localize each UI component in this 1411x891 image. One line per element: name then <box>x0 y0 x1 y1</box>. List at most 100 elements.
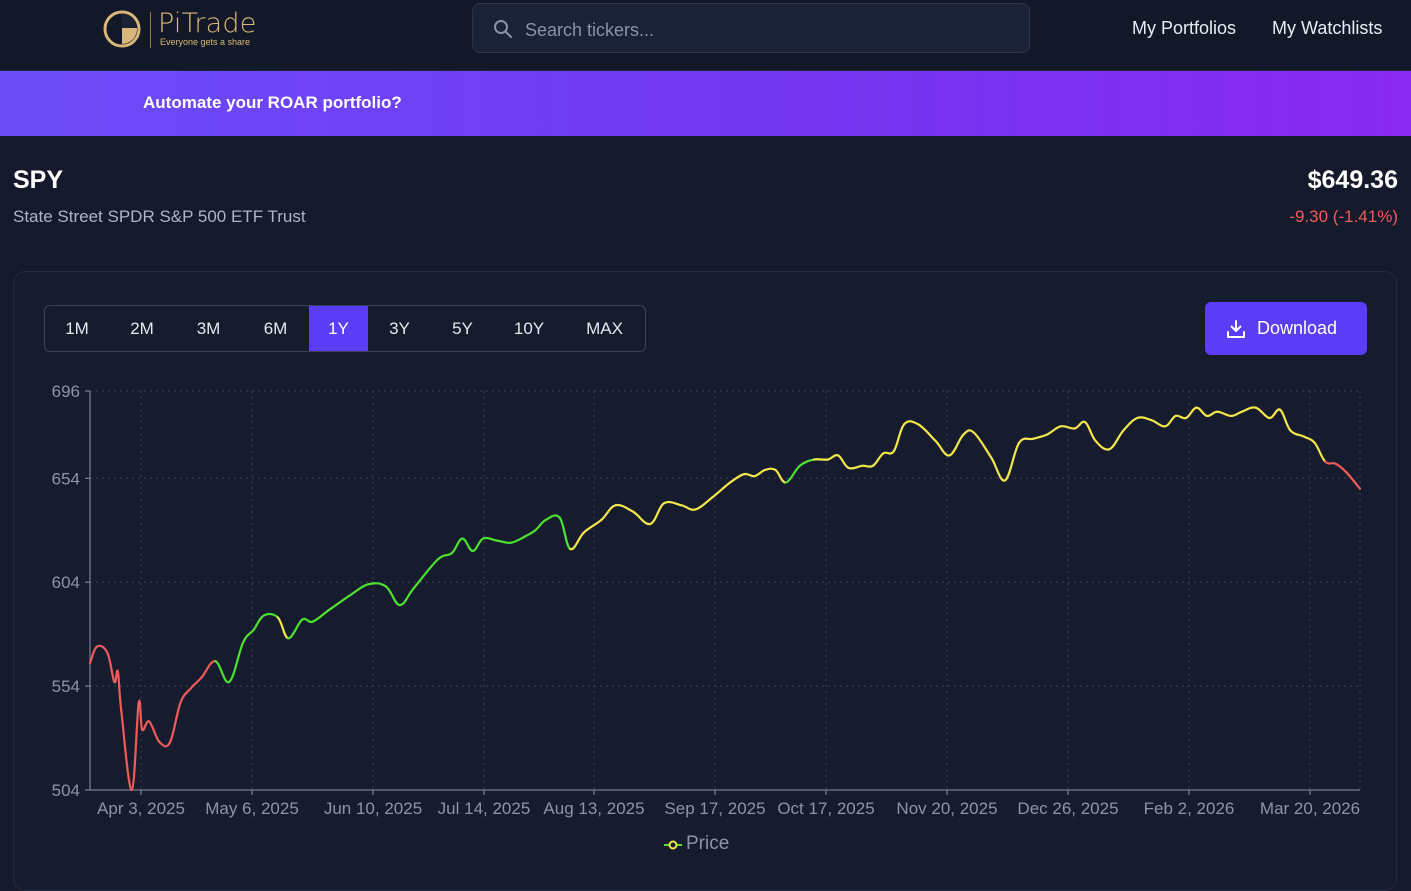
range-5y[interactable]: 5Y <box>452 319 473 338</box>
price-line-segment <box>743 472 756 478</box>
price-line-segment <box>582 518 603 534</box>
price-line-segment <box>301 617 314 624</box>
price-line-segment <box>1073 420 1087 430</box>
price-line-segment <box>631 510 652 526</box>
logo-tagline: Everyone gets a share <box>160 37 251 47</box>
price-line-segment <box>1174 414 1188 420</box>
price-line-segment <box>120 709 133 792</box>
legend-label: Price <box>686 833 730 854</box>
price-line-segment <box>168 701 182 744</box>
price-line-segment <box>1084 421 1097 442</box>
download-label: Download <box>1257 318 1338 338</box>
range-selector: 1M 2M 3M 6M 1Y 3Y 5Y 10Y MAX <box>44 305 646 352</box>
price-line-segment <box>812 458 829 461</box>
price-line-segment <box>934 439 951 457</box>
download-button[interactable]: Download <box>1205 302 1367 355</box>
price-line-segment <box>917 423 937 442</box>
price-line-segment <box>1122 416 1139 432</box>
y-tick-label: 696 <box>52 382 80 401</box>
price-line-segment <box>663 500 683 507</box>
price-line-segment <box>1059 425 1076 430</box>
range-2m[interactable]: 2M <box>130 319 154 338</box>
y-tick-label: 554 <box>52 677 80 696</box>
nav-my-watchlists[interactable]: My Watchlists <box>1272 18 1383 38</box>
price-line-segment <box>1303 435 1316 445</box>
x-axis-labels: Apr 3, 2025 May 6, 2025 Jun 10, 2025 Jul 14… <box>97 799 1360 818</box>
nav-my-portfolios[interactable]: My Portfolios <box>1132 18 1237 38</box>
range-max[interactable]: MAX <box>586 319 623 338</box>
x-tick-label: Jun 10, 2025 <box>324 799 422 818</box>
price-line-segment <box>214 660 231 684</box>
price-line-segment <box>1164 414 1177 428</box>
price-line-segment <box>328 593 353 611</box>
price-line-segment <box>95 644 109 654</box>
price-line-segment <box>1216 410 1233 418</box>
price-line-segment <box>753 468 767 478</box>
price-line-segment <box>962 429 975 436</box>
x-tick-label: Mar 20, 2026 <box>1260 799 1360 818</box>
price-line-segment <box>398 587 415 607</box>
price-change: -9.30 (-1.41%) <box>1289 207 1398 226</box>
banner-link[interactable]: Automate your ROAR portfolio? <box>143 93 402 112</box>
price-line-segment <box>523 529 537 538</box>
range-3m[interactable]: 3M <box>196 319 221 338</box>
y-tick-label: 654 <box>52 469 80 488</box>
price-line-segment <box>1004 441 1021 482</box>
price-line-segment <box>158 741 172 748</box>
price-line-segment <box>495 539 513 544</box>
pitrade-logo[interactable]: PiTrade Everyone gets a share <box>102 8 272 52</box>
price-line-segment <box>972 431 993 459</box>
x-tick-label: Dec 26, 2025 <box>1017 799 1118 818</box>
price-line-segment <box>1268 408 1282 420</box>
price-line-segment <box>287 618 304 640</box>
logo-divider <box>150 12 151 48</box>
search-icon <box>494 20 512 38</box>
x-tick-label: Apr 3, 2025 <box>97 799 185 818</box>
download-icon <box>1227 320 1245 338</box>
price-line-segment <box>412 558 440 590</box>
price-line-segment <box>148 720 161 744</box>
range-1y[interactable]: 1Y <box>309 306 368 351</box>
fund-name: State Street SPDR S&P 500 ETF Trust <box>13 207 306 226</box>
price-line-segment <box>990 456 1007 482</box>
x-tick-label: Aug 13, 2025 <box>543 799 644 818</box>
price-line-segment <box>1184 406 1198 420</box>
price-line-segment <box>1094 439 1111 451</box>
price-line-segment <box>349 583 370 596</box>
search-box[interactable] <box>472 3 1030 53</box>
top-navigation: PiTrade Everyone gets a share My Portfol… <box>0 0 1411 71</box>
price-line-segment <box>1017 437 1035 445</box>
price-line-segment <box>558 516 572 551</box>
price-line-segment <box>1108 429 1125 451</box>
price-line-segment <box>461 537 474 553</box>
price-line-segment <box>544 514 561 521</box>
price-line-segment <box>1230 410 1243 418</box>
range-3y[interactable]: 3Y <box>389 319 410 338</box>
logo-name: PiTrade <box>158 8 257 39</box>
price-line-segment <box>711 481 732 499</box>
price-line-segment <box>471 537 485 553</box>
price-line-segment <box>948 433 965 457</box>
price-line-segment <box>649 502 666 526</box>
range-10y[interactable]: 10Y <box>513 319 545 338</box>
price-line-segment <box>1195 406 1208 418</box>
price-line-segment <box>1313 441 1327 463</box>
price-line-segment <box>1136 416 1153 422</box>
range-1m[interactable]: 1M <box>65 319 89 338</box>
price-line-segment <box>88 645 99 665</box>
price-line-segment <box>892 423 906 453</box>
chart-axes <box>85 390 1360 795</box>
price-line-segment <box>262 612 279 619</box>
x-tick-label: Sep 17, 2025 <box>664 799 765 818</box>
price-line-segment <box>384 585 401 607</box>
price-line-segment <box>200 660 217 679</box>
x-tick-label: Oct 17, 2025 <box>777 799 874 818</box>
range-6m[interactable]: 6M <box>263 319 288 338</box>
price-line-segment <box>1150 418 1167 428</box>
price-line-segment <box>1344 470 1362 490</box>
price-line-segment <box>774 468 787 484</box>
y-axis-labels: 504 554 604 654 696 <box>52 382 80 800</box>
price-line-segment <box>189 676 203 690</box>
search-input[interactable] <box>523 16 1007 44</box>
